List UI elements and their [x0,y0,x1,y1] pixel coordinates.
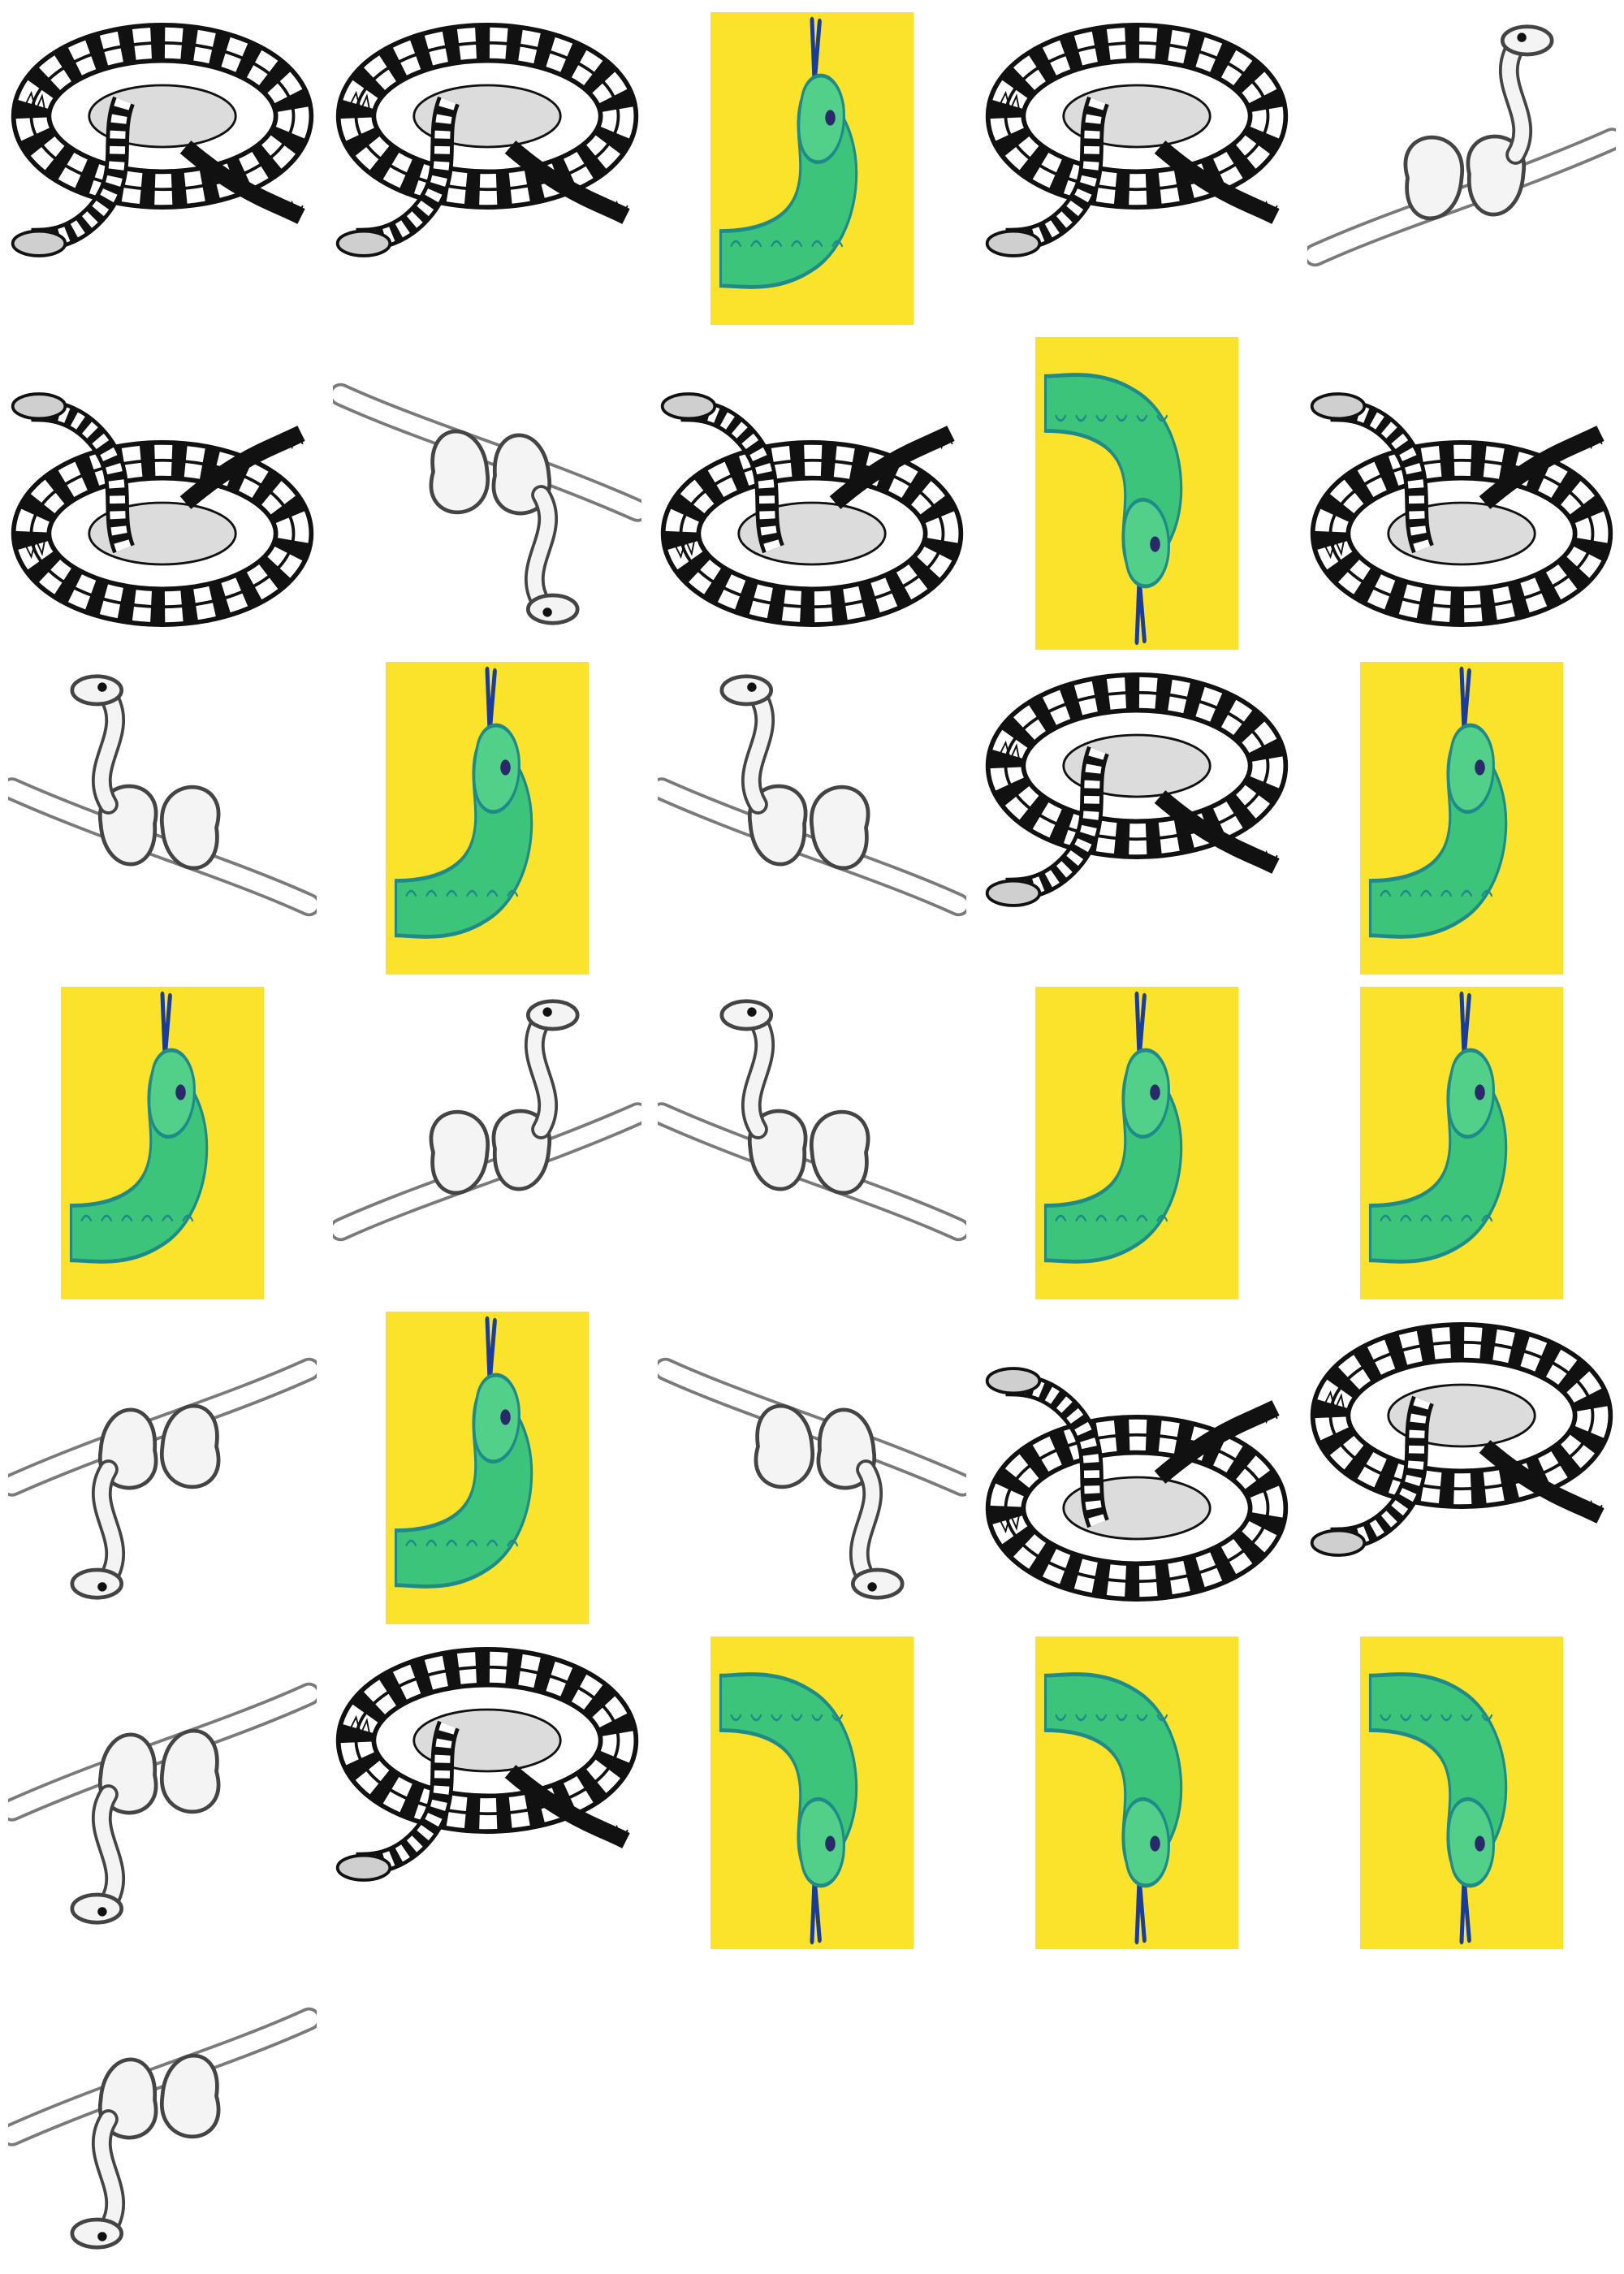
snake-tile-coiled-viper [983,658,1291,966]
green-head-illustration [1368,666,1508,939]
snake-tile-green-head [1035,337,1238,650]
snake-tile-green-head [1035,987,1238,1299]
snake-tile-branch-snake [658,1308,966,1616]
green-head-illustration [719,1672,858,1945]
snake-tile-green-head [386,1312,589,1624]
green-head-illustration [1043,991,1183,1264]
snake-tile-green-head [1360,987,1563,1299]
green-head-illustration [394,1316,533,1589]
branch-snake-illustration [8,1357,317,1600]
branch-snake-illustration [8,2007,317,2250]
snake-tile-branch-snake [8,1957,317,2266]
green-head-illustration [394,666,533,939]
snake-tile-green-head [61,987,264,1299]
coiled-viper-illustration [1310,1322,1613,1557]
branch-snake-illustration [8,1682,317,1925]
coiled-viper-illustration [11,392,314,627]
branch-snake-illustration [8,674,317,917]
snake-tile-green-head [710,12,914,325]
branch-snake-illustration [658,999,966,1242]
snake-tile-coiled-viper [983,1308,1291,1616]
coiled-viper-illustration [1310,392,1613,627]
snake-tile-green-head [1035,1636,1238,1949]
snake-tile-coiled-viper [8,333,317,642]
coiled-viper-illustration [985,1367,1289,1602]
coiled-viper-illustration [11,23,314,257]
green-head-illustration [69,991,209,1264]
coiled-viper-illustration [985,672,1289,907]
green-head-illustration [719,16,858,289]
coiled-viper-illustration [985,23,1289,257]
coiled-viper-illustration [335,1647,639,1882]
snake-tile-coiled-viper [8,8,317,317]
snake-tile-coiled-viper [1307,333,1616,642]
branch-snake-illustration [333,383,641,625]
snake-tile-green-head [386,662,589,975]
snake-tile-green-head [710,1636,914,1949]
green-head-illustration [1368,1672,1508,1945]
snake-tile-coiled-viper [1307,1308,1616,1616]
branch-snake-illustration [1307,24,1616,267]
snake-tile-coiled-viper [983,8,1291,317]
snake-tile-coiled-viper [658,333,966,642]
branch-snake-illustration [658,1357,966,1600]
green-head-illustration [1368,991,1508,1264]
snake-tile-green-head [1360,662,1563,975]
snake-tile-branch-snake [658,658,966,966]
branch-snake-illustration [333,999,641,1242]
snake-tile-branch-snake [8,1308,317,1616]
snake-tile-branch-snake [658,983,966,1291]
snake-tile-branch-snake [333,983,641,1291]
snake-tile-green-head [1360,1636,1563,1949]
green-head-illustration [1043,373,1183,646]
snake-tile-branch-snake [8,1632,317,1941]
snake-tile-branch-snake [333,333,641,642]
snake-tile-coiled-viper [333,1632,641,1941]
green-head-illustration [1043,1672,1183,1945]
snake-tile-branch-snake [1307,8,1616,317]
coiled-viper-illustration [660,392,964,627]
coiled-viper-illustration [335,23,639,257]
snake-tile-coiled-viper [333,8,641,317]
branch-snake-illustration [658,674,966,917]
snake-tile-branch-snake [8,658,317,966]
